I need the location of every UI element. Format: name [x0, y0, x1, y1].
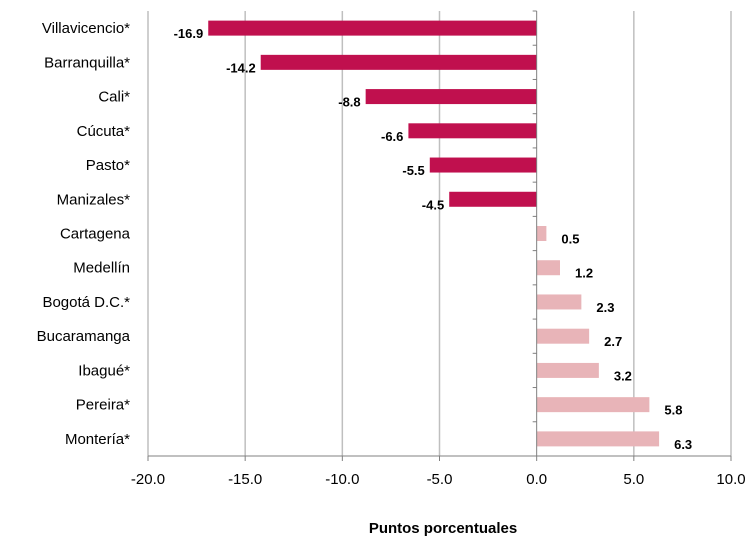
x-tick-label: -5.0 [427, 471, 453, 488]
data-label: -6.6 [381, 129, 403, 144]
data-label: 2.3 [596, 300, 614, 315]
x-tick-label: -20.0 [131, 471, 165, 488]
bar [536, 397, 650, 413]
x-axis-title: Puntos porcentuales [369, 520, 517, 537]
data-label: -8.8 [338, 95, 360, 110]
axes [147, 10, 732, 461]
data-label: 6.3 [674, 437, 692, 452]
category-label: Cartagena [60, 226, 131, 243]
data-label: 2.7 [604, 334, 622, 349]
bar [429, 157, 537, 173]
category-label: Villavicencio* [42, 20, 130, 37]
data-label: 0.5 [561, 232, 579, 247]
category-label: Pasto* [86, 157, 130, 174]
bar [536, 226, 547, 241]
bar [536, 328, 590, 344]
bar [260, 54, 537, 70]
x-tick-label: -10.0 [325, 471, 359, 488]
category-label: Ibagué* [78, 362, 130, 379]
category-label: Cúcuta* [77, 123, 131, 140]
bar [365, 89, 537, 105]
category-label: Medellín [73, 260, 130, 277]
category-label: Montería* [65, 431, 130, 448]
bars [208, 20, 660, 447]
data-labels: -16.9 -14.2 -8.8 -6.6 -5.5 -4.5 0.5 1.2 2.3 2.7 3.… [174, 26, 693, 452]
bar [536, 431, 660, 447]
category-labels: Villavicencio* Barranquilla* Cali* Cúcuta* P… [37, 20, 131, 448]
bar [536, 294, 582, 310]
data-label: -4.5 [422, 197, 444, 212]
x-tick-label: 10.0 [716, 471, 745, 488]
category-label: Bogotá D.C.* [42, 294, 130, 311]
data-label: -14.2 [226, 60, 256, 75]
category-label: Manizales* [57, 191, 131, 208]
category-label: Cali* [98, 89, 130, 106]
x-tick-labels: -20.0 -15.0 -10.0 -5.0 0.0 5.0 10.0 [131, 471, 746, 488]
bar [208, 20, 537, 36]
data-label: -5.5 [402, 163, 424, 178]
data-label: 3.2 [614, 368, 632, 383]
x-tick-label: 5.0 [623, 471, 644, 488]
x-tick-label: -15.0 [228, 471, 262, 488]
bar [536, 362, 599, 378]
category-label: Bucaramanga [37, 328, 131, 345]
data-label: -16.9 [174, 26, 204, 41]
bar [408, 123, 537, 139]
bar [536, 260, 560, 276]
data-label: 1.2 [575, 266, 593, 281]
category-label: Barranquilla* [44, 54, 130, 71]
gridlines [147, 11, 732, 456]
bar [449, 191, 537, 207]
data-label: 5.8 [664, 403, 682, 418]
category-label: Pereira* [76, 397, 130, 414]
x-tick-label: 0.0 [526, 471, 547, 488]
